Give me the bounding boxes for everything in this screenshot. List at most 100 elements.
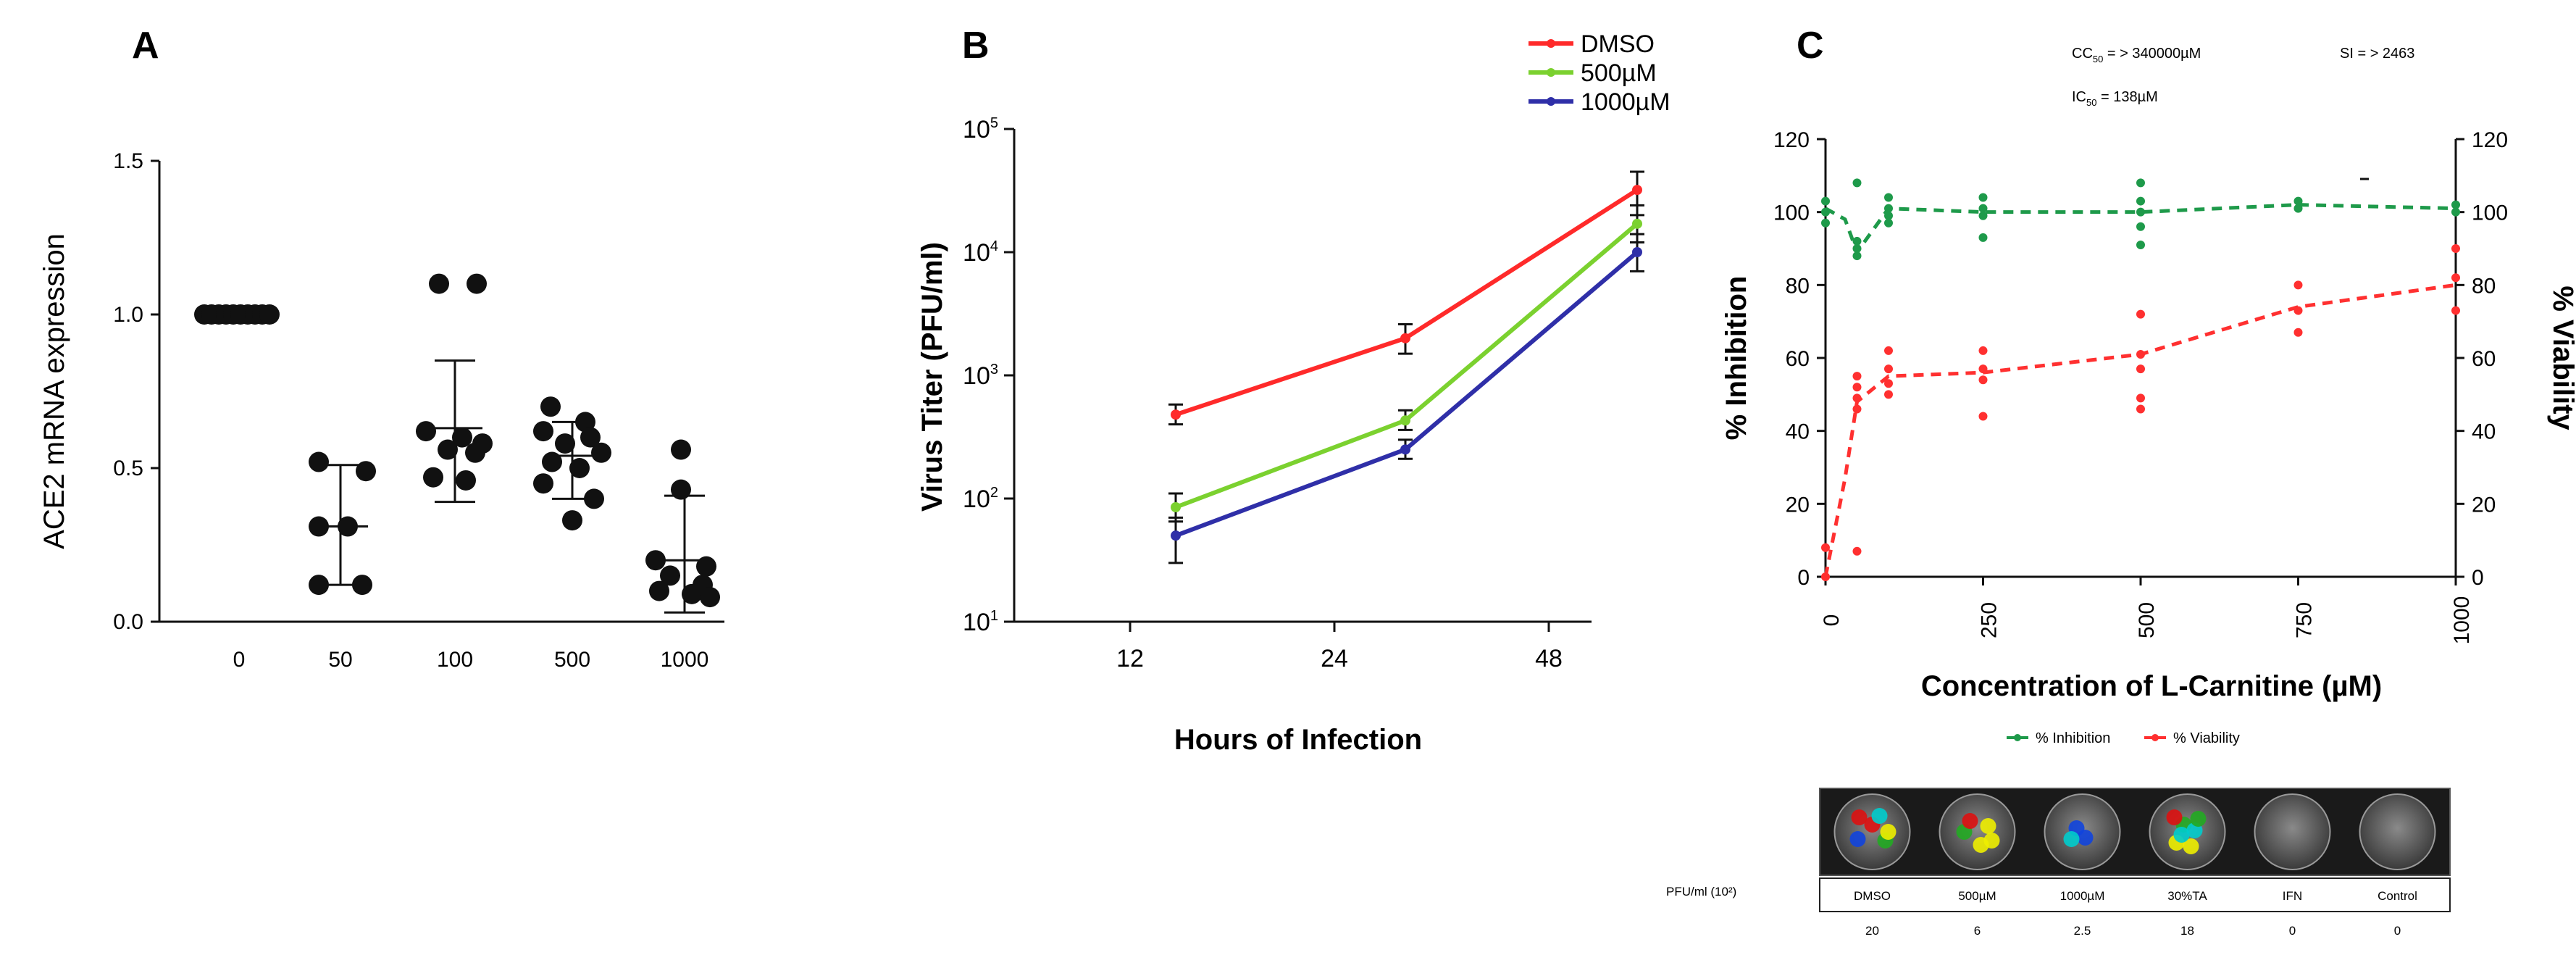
panel-c-right-title: % Viability [2547, 285, 2576, 430]
panel-a-point [456, 470, 476, 491]
panel-b-y-tick-label: 102 [963, 485, 998, 513]
panel-b: B Virus Titer (PFU/ml) Hours of Infectio… [916, 25, 1670, 756]
panel-a-y-tick-label: 1.0 [113, 303, 143, 327]
panel-b-y-title: Virus Titer (PFU/ml) [916, 242, 948, 512]
panel-c-left-tick-label: 60 [1786, 347, 1810, 371]
panel-c-point [2451, 306, 2460, 315]
panel-a-point [542, 451, 562, 472]
plaque-value: 2.5 [2074, 924, 2091, 938]
panel-c-point [2451, 207, 2460, 217]
panel-c-point [2136, 196, 2145, 206]
panel-b-point [1171, 501, 1181, 512]
plaque-spot [1849, 831, 1866, 847]
panel-c-point [2136, 349, 2145, 359]
panel-b-point [1171, 409, 1181, 420]
plaque-spot [1880, 824, 1897, 840]
plaque-value: 0 [2289, 924, 2296, 938]
panel-c-left-title: % Inhibition [1720, 276, 1752, 441]
panel-a-y-tick-label: 0.0 [113, 610, 143, 634]
panel-c-left-tick-label: 100 [1773, 201, 1810, 225]
panel-b-lines [1168, 170, 1644, 564]
plaque-spot [2173, 827, 2190, 843]
plaque-column-label: DMSO [1854, 889, 1891, 903]
panel-a-point [465, 442, 485, 463]
panel-b-letter: B [962, 25, 990, 67]
panel-a-point [555, 433, 575, 454]
panel-b-x-tick-label: 24 [1321, 645, 1348, 672]
panel-c-point [2293, 280, 2303, 290]
panel-c-point [2136, 393, 2145, 403]
panel-a-point [562, 510, 582, 531]
panel-c-right-tick-label: 0 [2472, 566, 2484, 590]
panel-c-point [1852, 244, 1862, 253]
panel-c-letter: C [1797, 25, 1824, 67]
panel-b-y-tick-label: 104 [963, 238, 998, 267]
panel-c-point [1884, 379, 1893, 388]
cc50-annotation: CC50 = > 340000µM [2072, 46, 2201, 64]
panel-c-series [1821, 178, 2460, 581]
panel-c-left-tick-label: 120 [1773, 128, 1810, 152]
plaque-spot [1871, 808, 1888, 824]
panel-a-point [584, 488, 604, 509]
panel-b-point [1632, 247, 1642, 257]
panel-c-point [2451, 273, 2460, 283]
plaque-table: DMSO 20 500µM 6 1000µM 2.5 30%TA 18 IFN 0 Control 0 [1854, 889, 2417, 938]
plaque-image-strip [1819, 788, 2451, 876]
panel-b-y-tick-label: 101 [963, 608, 998, 636]
plaque-value: 18 [2180, 924, 2194, 938]
panel-c-point [2293, 328, 2303, 337]
panel-a-point [569, 458, 590, 478]
panel-c-point [2451, 244, 2460, 253]
panel-c-point [1884, 204, 1893, 213]
panel-c-right-tick-label: 100 [2472, 201, 2508, 225]
panel-a-point [309, 575, 329, 596]
panel-a: A ACE2 mRNA expression 0.0 0.5 1.0 1.5 0 50 1… [38, 25, 724, 672]
plaque-well [1939, 793, 2016, 870]
plaque-column-label: 1000µM [2060, 889, 2105, 903]
panel-c-legend-marker [2151, 734, 2159, 741]
panel-a-point [452, 427, 472, 448]
panel-c: C CC50 = > 340000µM IC50 = 138µM SI = > … [1666, 25, 2576, 938]
panel-c-x-title: Concentration of L-Carnitine (µM) [1921, 670, 2382, 702]
plaque-spot [2166, 809, 2183, 825]
plaque-spot [2190, 811, 2207, 827]
panel-a-point [671, 479, 691, 500]
panel-b-legend-marker [1547, 97, 1555, 106]
panel-b-y-tick-label: 105 [963, 115, 998, 143]
panel-b-y-tick-label: 103 [963, 362, 998, 390]
panel-c-point [1852, 393, 1862, 403]
panel-c-point [1884, 193, 1893, 202]
panel-a-point [645, 550, 666, 571]
panel-b-x-tick-label: 48 [1535, 645, 1563, 672]
panel-a-point [671, 439, 691, 460]
panel-c-point [1978, 193, 1988, 202]
plaque-inset: DMSO 20 500µM 6 1000µM 2.5 30%TA 18 IFN 0 Control 0… [1666, 788, 2451, 938]
panel-a-point [416, 421, 436, 442]
panel-a-point [700, 587, 720, 608]
panel-c-point [1978, 204, 1988, 213]
panel-a-point [423, 467, 443, 488]
plaque-value: 0 [2394, 924, 2401, 938]
panel-b-legend-label: 1000µM [1581, 88, 1670, 116]
panel-b-point [1400, 333, 1410, 343]
panel-a-point [696, 556, 716, 577]
panel-a-point [429, 273, 449, 294]
plaque-value: 20 [1865, 924, 1879, 938]
panel-a-point [309, 451, 329, 472]
panel-b-legend-marker [1547, 39, 1555, 48]
panel-c-right-tick-label: 20 [2472, 493, 2496, 517]
panel-a-point [660, 565, 680, 586]
plaque-well [2359, 793, 2436, 870]
panel-c-point [1852, 178, 1862, 188]
panel-c-point [1884, 346, 1893, 355]
panel-c-point [2451, 200, 2460, 209]
panel-c-right-tick-label: 60 [2472, 347, 2496, 371]
panel-c-point [2136, 309, 2145, 319]
panel-a-point [352, 575, 372, 596]
panel-a-error-bars [212, 313, 712, 614]
panel-c-point [1978, 233, 1988, 242]
panel-b-x-tick-label: 12 [1116, 645, 1144, 672]
panel-b-x-title: Hours of Infection [1174, 724, 1422, 756]
